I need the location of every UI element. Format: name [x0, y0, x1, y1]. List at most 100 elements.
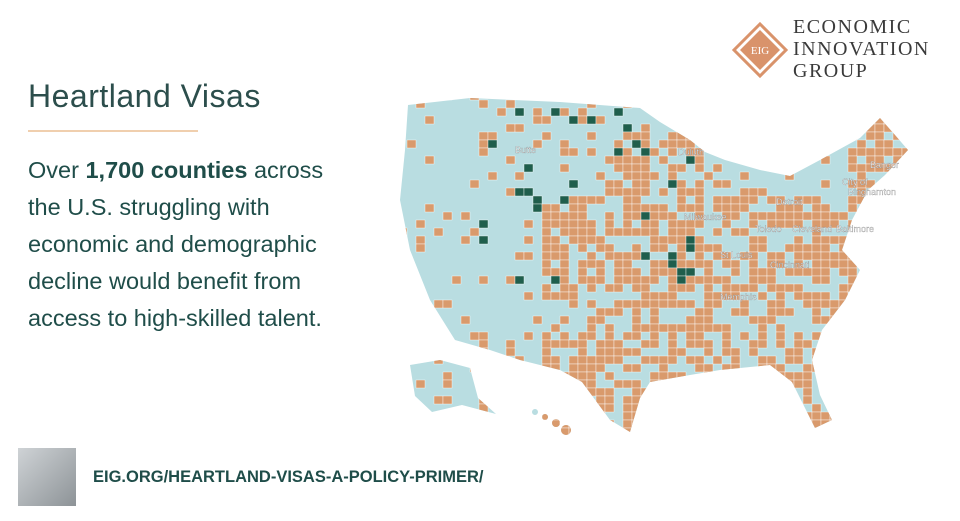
county [874, 123, 885, 133]
county [568, 371, 579, 381]
county [775, 363, 786, 373]
county [523, 219, 534, 229]
county [829, 235, 840, 245]
county [775, 307, 786, 317]
county [793, 147, 804, 157]
county [415, 235, 426, 245]
county [496, 107, 507, 117]
county [901, 403, 908, 413]
county [469, 179, 480, 189]
city-label: St Louis [720, 250, 753, 260]
county [892, 99, 903, 109]
county [640, 219, 651, 229]
county [712, 179, 723, 189]
county [793, 331, 804, 341]
county [865, 99, 876, 109]
county [847, 163, 858, 173]
county [847, 411, 858, 421]
county [802, 419, 813, 429]
county [739, 379, 750, 389]
county [568, 387, 579, 397]
county [667, 259, 678, 269]
county [739, 419, 750, 429]
county [703, 123, 714, 133]
county [514, 123, 525, 133]
county [595, 235, 606, 245]
county [559, 267, 570, 277]
county [595, 259, 606, 269]
county [640, 339, 651, 349]
county [667, 267, 678, 277]
county [685, 227, 696, 237]
county [829, 363, 840, 373]
county [757, 139, 768, 149]
county [739, 99, 750, 109]
county [541, 219, 552, 229]
county [640, 139, 651, 149]
county [577, 235, 588, 245]
county [694, 427, 705, 435]
county [784, 307, 795, 317]
county [550, 98, 561, 101]
county [703, 131, 714, 141]
county [586, 251, 597, 261]
title: Heartland Visas [28, 78, 261, 114]
county [550, 379, 561, 389]
county [874, 115, 885, 125]
county [595, 267, 606, 277]
county [685, 123, 696, 133]
county [640, 147, 651, 157]
county [667, 147, 678, 157]
county [775, 259, 786, 269]
county [748, 411, 759, 421]
county [631, 267, 642, 277]
county [604, 339, 615, 349]
county [631, 179, 642, 189]
county [559, 107, 570, 117]
county [757, 98, 768, 101]
body-line: economic and demographic [28, 231, 317, 257]
county [721, 139, 732, 149]
county [838, 283, 849, 293]
county [649, 235, 660, 245]
county [523, 235, 534, 245]
county [658, 291, 669, 301]
county [577, 227, 588, 237]
county [694, 355, 705, 365]
county [883, 347, 894, 357]
county [631, 275, 642, 285]
county [811, 243, 822, 253]
county [640, 131, 651, 141]
thumbnail [18, 448, 76, 506]
county [667, 347, 678, 357]
county [802, 387, 813, 397]
county [730, 227, 741, 237]
county [694, 403, 705, 413]
county [604, 187, 615, 197]
county [911, 164, 920, 172]
county [568, 211, 579, 221]
county [703, 291, 714, 301]
county [568, 115, 579, 125]
county [478, 275, 489, 285]
county [649, 275, 660, 285]
county [811, 427, 822, 435]
county [541, 235, 552, 245]
county [631, 139, 642, 149]
url[interactable]: EIG.ORG/HEARTLAND-VISAS-A-POLICY-PRIMER/ [93, 468, 484, 486]
county [911, 92, 920, 100]
county [640, 203, 651, 213]
county [712, 227, 723, 237]
county [550, 243, 561, 253]
county [559, 339, 570, 349]
body-line: access to high-skilled talent. [28, 305, 322, 331]
county [856, 195, 867, 205]
county [892, 131, 903, 141]
county [883, 139, 894, 149]
county [433, 395, 444, 405]
county [748, 275, 759, 285]
county [631, 419, 642, 429]
county [415, 99, 426, 109]
county [577, 211, 588, 221]
